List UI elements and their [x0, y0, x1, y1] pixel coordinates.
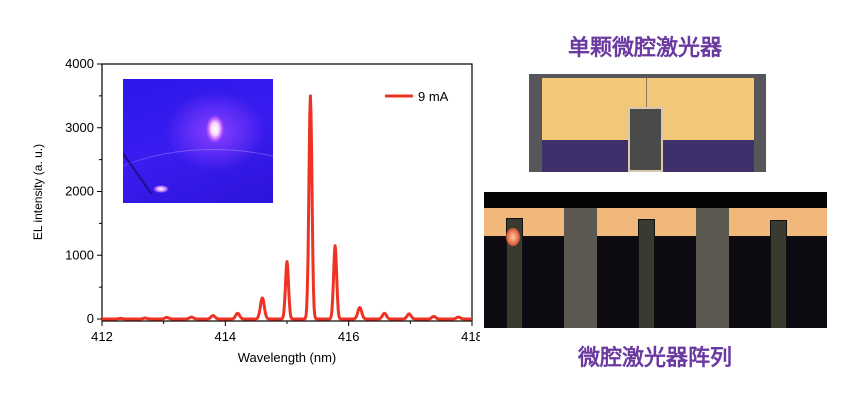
- x-tick-label: 416: [338, 329, 360, 344]
- x-axis-label: Wavelength (nm): [238, 350, 337, 365]
- x-tick-label: 414: [214, 329, 236, 344]
- legend-label: 9 mA: [418, 89, 449, 104]
- inset-emission-photo: [123, 79, 273, 203]
- x-tick-label: 412: [91, 329, 113, 344]
- y-tick-label: 1000: [65, 247, 94, 262]
- y-tick-label: 0: [87, 311, 94, 326]
- y-tick-label: 3000: [65, 120, 94, 135]
- y-tick-label: 2000: [65, 184, 94, 199]
- laser-array-title: 微腔激光器阵列: [577, 346, 733, 371]
- x-tick-label: 418: [461, 329, 480, 344]
- laser-array-micrograph: [484, 192, 827, 328]
- y-tick-label: 4000: [65, 56, 94, 71]
- single-laser-micrograph: [529, 74, 766, 172]
- series-line-9ma: [101, 94, 473, 321]
- y-axis-label: EL intensity (a. u.): [31, 144, 45, 240]
- spectrum-chart: 412 414 416 418 0 1000 2000 3000 4000 9 mA Wavel…: [31, 56, 480, 365]
- single-laser-title: 单颗微腔激光器: [567, 36, 723, 61]
